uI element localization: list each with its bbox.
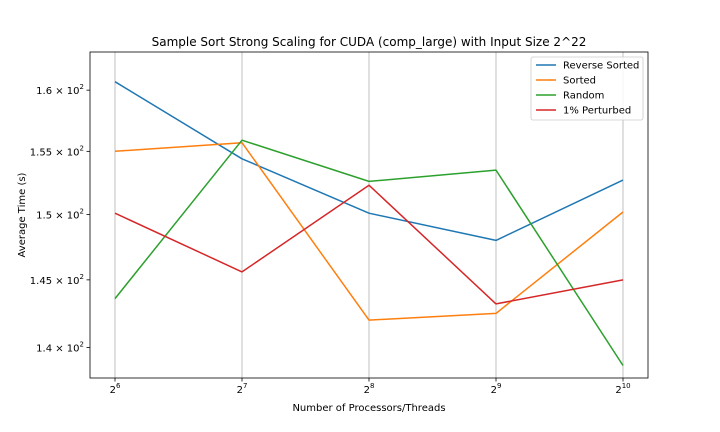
y-tick-label: 1.6 × 102 [36, 83, 84, 97]
y-tick-exponent: 2 [80, 83, 84, 91]
y-tick-label: 1.4 × 102 [36, 340, 84, 354]
legend-frame [530, 56, 644, 121]
legend-label: Reverse Sorted [563, 61, 639, 72]
y-tick-mantissa: 1.45 [30, 276, 52, 287]
y-tick-mantissa: 1.55 [30, 147, 52, 158]
x-tick-exponent: 8 [370, 382, 374, 390]
chart-title: Sample Sort Strong Scaling for CUDA (com… [152, 35, 587, 49]
series-line-reverse-sorted [114, 81, 624, 242]
x-tick-exponent: 6 [116, 382, 121, 390]
x-tick-base: 2 [491, 385, 497, 396]
legend-label: Random [563, 91, 604, 102]
y-tick-times: × 10 [52, 211, 79, 222]
y-tick-label: 1.5 × 102 [36, 208, 84, 222]
y-tick-exponent: 2 [80, 273, 84, 281]
x-tick-base: 2 [237, 385, 243, 396]
series-line-1-perturbed [114, 184, 624, 305]
x-tick-base: 2 [110, 385, 116, 396]
x-tick-label: 28 [364, 382, 375, 396]
y-axis-label: Average Time (s) [17, 172, 28, 257]
x-tick-base: 2 [615, 385, 621, 396]
y-tick-label: 1.45 × 102 [30, 273, 84, 287]
y-tick-mantissa: 1.4 [36, 343, 52, 354]
y-tick-times: × 10 [52, 147, 79, 158]
y-tick-exponent: 2 [80, 340, 84, 348]
x-tick-label: 210 [615, 382, 630, 396]
x-axis-label: Number of Processors/Threads [292, 403, 445, 414]
y-tick-exponent: 2 [80, 144, 84, 152]
x-tick-label: 29 [491, 382, 502, 396]
x-tick-exponent: 7 [243, 382, 247, 390]
y-tick-exponent: 2 [80, 208, 84, 216]
y-tick-times: × 10 [52, 276, 79, 287]
legend-label: 1% Perturbed [563, 106, 631, 117]
legend-label: Sorted [563, 76, 596, 87]
series-line-random [114, 139, 624, 366]
y-tick-times: × 10 [52, 86, 79, 97]
legend: Reverse Sorted Sorted Random 1% Perturbed [530, 56, 644, 121]
y-tick-mantissa: 1.5 [36, 211, 52, 222]
x-tick-exponent: 10 [622, 382, 631, 390]
y-tick-mantissa: 1.6 [36, 86, 52, 97]
x-tick-label: 27 [237, 382, 248, 396]
y-tick-label: 1.55 × 102 [30, 144, 84, 158]
x-tick-exponent: 9 [497, 382, 501, 390]
y-tick-times: × 10 [52, 343, 79, 354]
x-axis-ticks: 26 27 28 29 210 [110, 378, 631, 396]
series-lines [114, 81, 624, 366]
x-tick-label: 26 [110, 382, 121, 396]
grid [114, 52, 624, 378]
x-tick-base: 2 [364, 385, 370, 396]
series-line-sorted [114, 141, 624, 321]
